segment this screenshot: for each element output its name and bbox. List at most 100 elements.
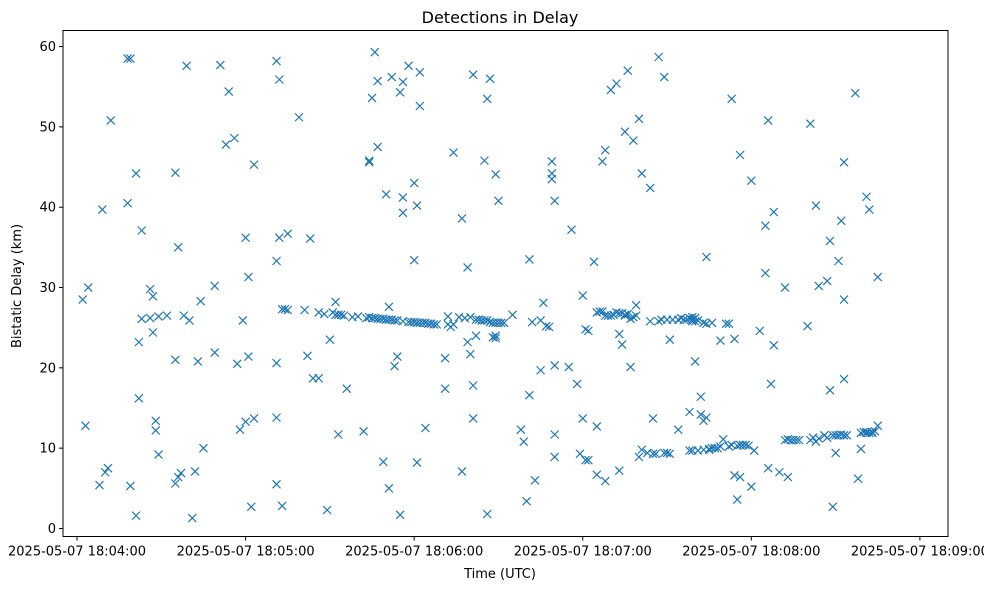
data-point <box>100 467 110 477</box>
data-point <box>589 257 599 267</box>
data-point <box>651 449 661 459</box>
data-point <box>457 467 467 476</box>
data-point <box>623 66 633 76</box>
data-point <box>654 316 664 326</box>
data-point <box>839 295 849 304</box>
data-point <box>732 495 742 504</box>
data-point <box>516 425 526 435</box>
x-axis: 2025-05-07 18:04:00 2025-05-07 18:05:00 20… <box>8 536 984 560</box>
data-point <box>614 308 624 318</box>
data-point <box>839 430 849 440</box>
data-point <box>522 496 531 506</box>
x-tick-label: 2025-05-07 18:06:00 <box>345 545 483 560</box>
data-point <box>145 284 155 294</box>
data-point <box>353 312 363 321</box>
data-point <box>699 318 708 328</box>
data-point <box>378 457 388 467</box>
data-point <box>620 127 630 137</box>
data-point <box>499 318 509 328</box>
data-point <box>870 426 880 436</box>
data-point <box>794 435 804 445</box>
y-tick-label: 40 <box>39 201 56 216</box>
data-point <box>544 322 554 332</box>
data-point <box>468 381 478 390</box>
data-point <box>241 417 251 427</box>
data-point <box>645 316 655 326</box>
data-point <box>272 413 281 423</box>
chart-title: Detections in Delay <box>422 8 579 27</box>
data-point <box>272 479 281 489</box>
data-point <box>842 430 852 440</box>
data-point <box>148 291 158 301</box>
data-point <box>246 502 256 512</box>
data-point <box>766 379 776 389</box>
data-point <box>314 307 324 317</box>
data-point <box>581 324 590 334</box>
data-point <box>173 242 183 252</box>
data-point <box>527 317 537 327</box>
data-point <box>491 333 501 343</box>
data-point <box>465 312 475 322</box>
data-point <box>704 445 714 455</box>
data-point <box>547 169 557 178</box>
x-tick-label: 2025-05-07 18:04:00 <box>8 545 146 560</box>
data-point <box>229 133 239 143</box>
data-point <box>215 60 225 70</box>
data-point <box>831 448 841 458</box>
data-point <box>659 72 669 82</box>
data-point <box>482 509 492 519</box>
y-tick-label: 60 <box>39 40 56 55</box>
data-point <box>701 413 711 423</box>
data-point <box>443 312 453 321</box>
data-point <box>170 355 180 365</box>
data-point <box>578 414 588 423</box>
data-point <box>151 416 161 426</box>
data-point <box>471 331 481 341</box>
data-point <box>224 87 234 96</box>
data-points <box>78 47 883 523</box>
data-point <box>319 309 329 319</box>
data-point <box>170 168 180 178</box>
data-point <box>550 360 560 370</box>
data-point <box>190 467 200 476</box>
y-tick-label: 20 <box>39 361 56 376</box>
data-point <box>662 448 672 458</box>
data-point <box>123 54 133 64</box>
y-tick-label: 30 <box>39 281 56 296</box>
data-point <box>392 352 402 362</box>
data-point <box>606 311 616 321</box>
data-point <box>592 422 602 431</box>
data-point <box>277 501 287 511</box>
data-point <box>690 356 700 366</box>
data-point <box>387 72 397 82</box>
data-point <box>457 214 467 223</box>
data-point <box>210 281 220 291</box>
data-point <box>384 302 394 312</box>
data-point <box>628 312 638 322</box>
data-point <box>137 226 147 235</box>
data-point <box>395 510 405 520</box>
data-point <box>783 472 793 482</box>
data-point <box>193 356 203 366</box>
data-point <box>373 76 383 86</box>
data-point <box>134 393 144 403</box>
data-point <box>825 385 835 395</box>
data-point <box>336 310 346 320</box>
data-point <box>325 335 335 345</box>
data-point <box>645 183 655 193</box>
data-point <box>550 196 560 206</box>
data-point <box>106 116 116 125</box>
data-point <box>412 201 422 211</box>
data-point <box>724 442 734 451</box>
data-point <box>148 328 158 337</box>
data-point <box>412 458 422 468</box>
data-point <box>398 208 408 218</box>
data-point <box>564 362 574 372</box>
data-point <box>623 309 633 319</box>
data-point <box>578 291 588 300</box>
data-point <box>415 101 425 111</box>
data-point <box>384 483 394 493</box>
data-point <box>572 379 582 389</box>
data-point <box>137 314 147 324</box>
